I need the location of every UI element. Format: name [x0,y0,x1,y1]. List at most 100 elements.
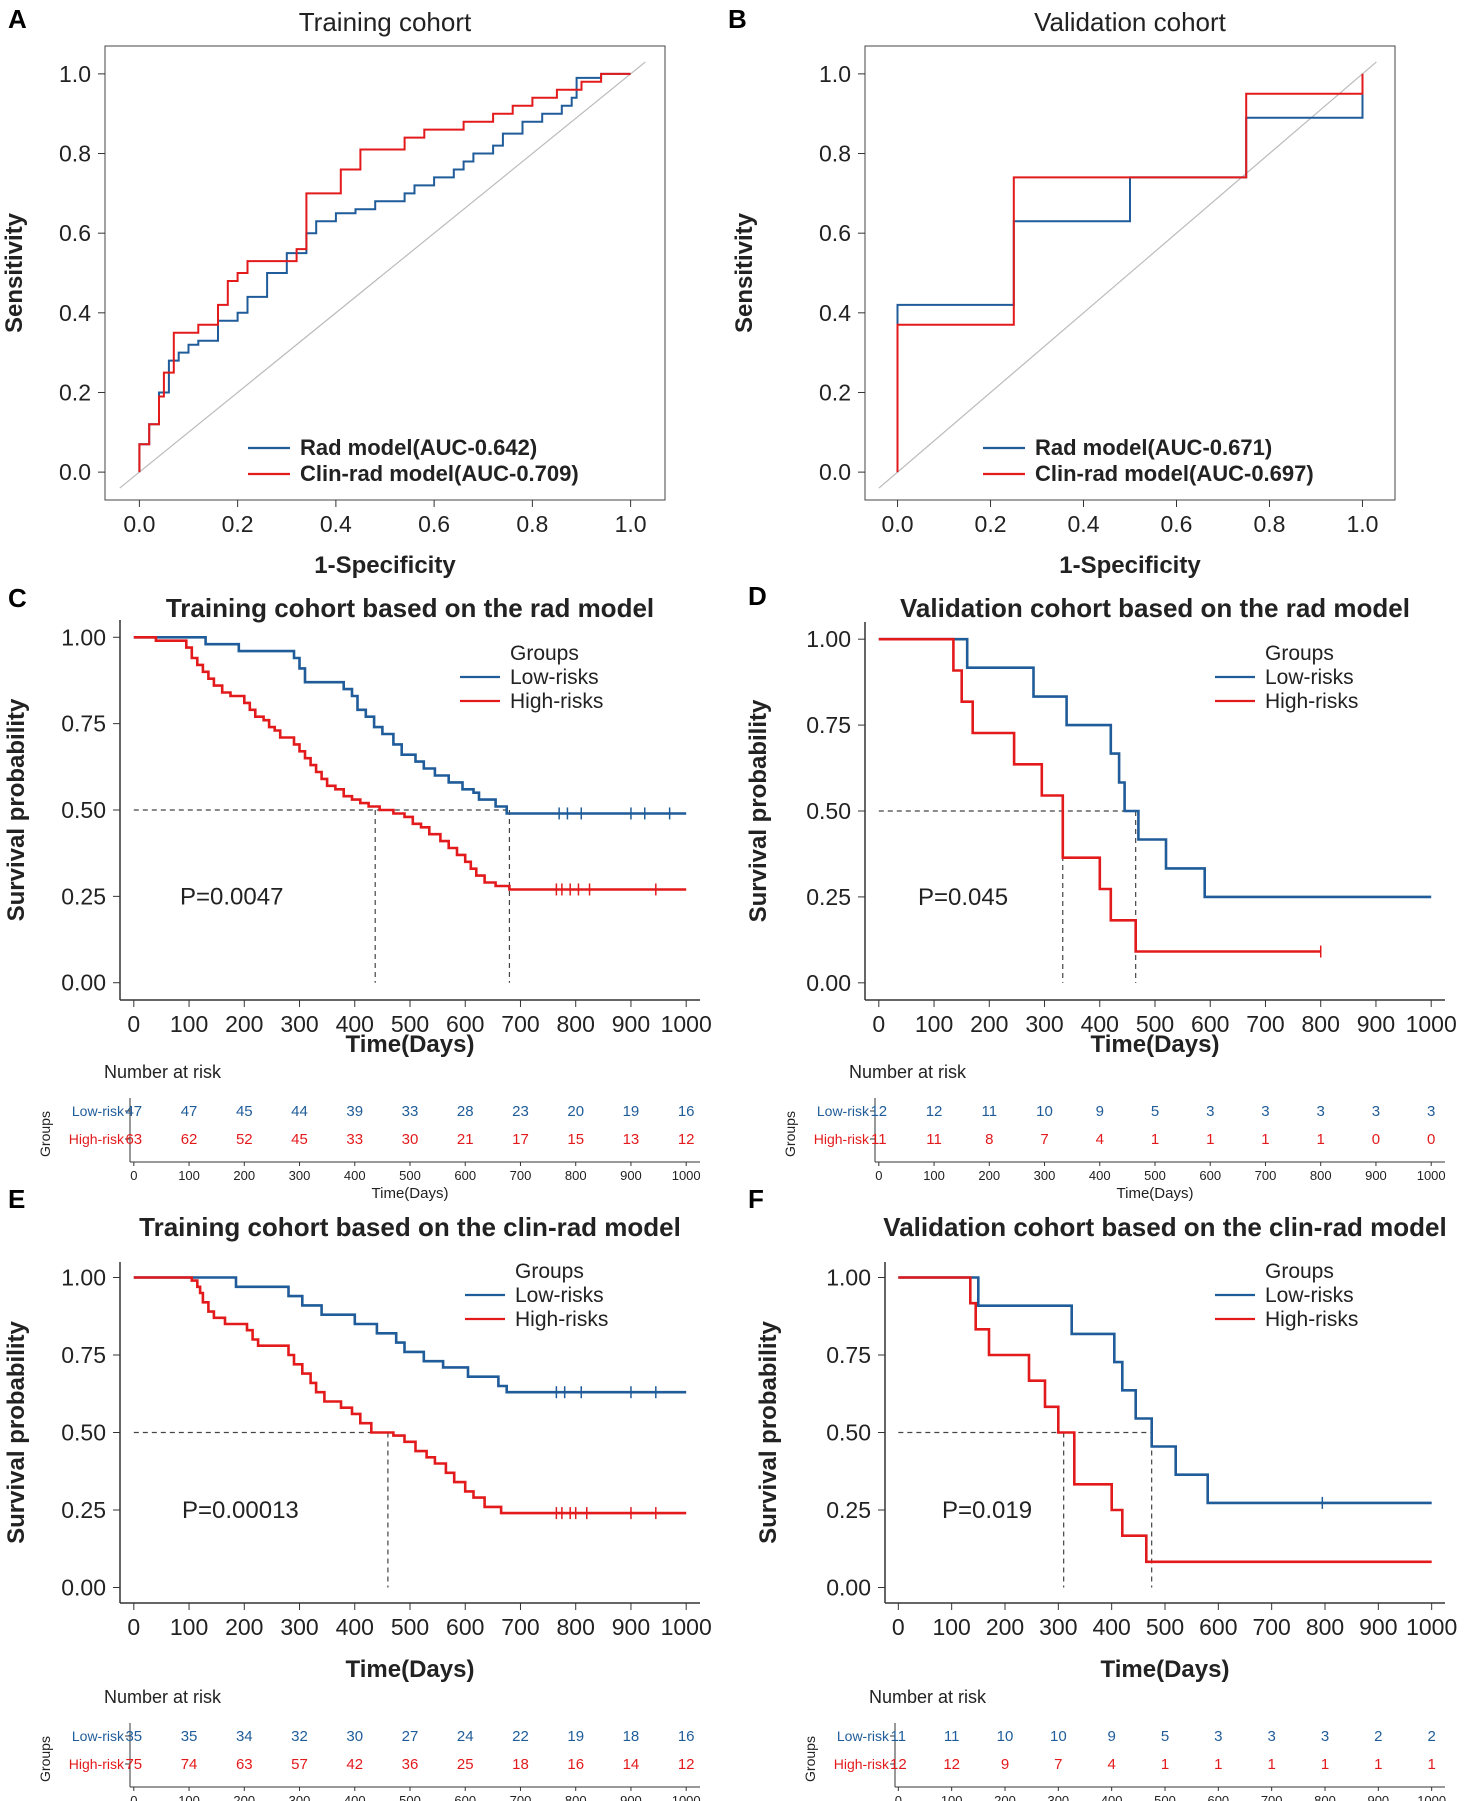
panel-label: F [748,1184,764,1214]
x-tick-label: 100 [932,1614,970,1640]
panel-label: D [748,581,767,611]
risk-row-label: High-risk [814,1131,870,1147]
x-tick-label: 1.0 [615,511,647,537]
legend-title: Groups [1265,1260,1334,1283]
legend-label: Clin-rad model(AUC-0.709) [300,461,579,486]
risk-value: 18 [623,1728,640,1745]
x-tick-label: 1000 [1406,1011,1457,1037]
risk-time-label: 100 [178,1793,200,1801]
x-axis-label: 1-Specificity [1059,552,1201,579]
y-tick-label: 1.00 [61,624,106,650]
y-tick-label: 1.00 [806,626,851,652]
series-line-low-risks [898,1276,1432,1505]
risk-value: 11 [944,1728,960,1745]
risk-value: 16 [678,1103,695,1120]
chart-title: Validation cohort [1034,7,1227,37]
risk-value: 47 [181,1103,198,1120]
panel-label: C [8,583,27,613]
risk-time-label: 600 [1199,1168,1221,1183]
y-tick-label: 0.4 [819,300,851,326]
x-tick-label: 0.6 [418,511,450,537]
risk-table-title: Number at risk [104,1687,222,1707]
x-tick-label: 500 [1136,1011,1174,1037]
risk-value: 3 [1206,1103,1214,1120]
x-tick-label: 600 [1199,1614,1237,1640]
risk-row-label: High-risk [834,1756,890,1772]
legend-label: Clin-rad model(AUC-0.697) [1035,461,1314,486]
risk-time-label: 200 [978,1168,1000,1183]
risk-table-title: Number at risk [869,1687,987,1707]
p-value: P=0.019 [942,1497,1032,1524]
series-line-clin-rad-model [138,72,631,473]
series-line-low-risks [878,637,1432,899]
y-tick-label: 0.75 [806,712,851,738]
risk-value: 3 [1427,1103,1435,1120]
risk-value: 30 [346,1728,363,1745]
x-tick-label: 600 [446,1011,484,1037]
risk-value: 12 [890,1756,907,1773]
risk-value: 52 [236,1131,253,1148]
risk-value: 62 [181,1131,198,1148]
risk-value: 18 [512,1756,529,1773]
y-tick-label: 1.00 [61,1265,106,1291]
y-tick-label: 0.8 [59,141,91,167]
y-tick-label: 1.0 [819,61,851,87]
panel-e: E Training cohort based on the clin-rad m… [3,1184,712,1801]
x-axis-label: Time(Days) [1101,1656,1230,1683]
x-tick-label: 300 [1025,1011,1063,1037]
risk-time-label: 200 [233,1168,255,1183]
y-axis-label: Survival probability [755,1320,782,1543]
x-tick-label: 900 [612,1011,650,1037]
legend-title: Groups [1265,642,1334,665]
x-tick-label: 200 [225,1011,263,1037]
risk-time-label: 300 [1034,1168,1056,1183]
risk-time-label: 1000 [1417,1793,1446,1801]
x-tick-label: 400 [1081,1011,1119,1037]
risk-time-label: 700 [510,1168,532,1183]
x-tick-label: 0 [127,1011,140,1037]
panel-label: E [8,1184,25,1214]
risk-row-label: Low-risk [72,1103,125,1119]
x-tick-label: 1.0 [1346,511,1378,537]
risk-time-label: 1000 [1417,1168,1446,1183]
x-tick-label: 0.2 [222,511,254,537]
x-tick-label: 600 [446,1614,484,1640]
chart-title: Training cohort based on the clin-rad mo… [139,1212,681,1242]
risk-value: 2 [1427,1728,1435,1745]
x-tick-label: 0.2 [975,511,1007,537]
risk-time-label: 800 [565,1793,587,1801]
chart-title: Validation cohort based on the clin-rad … [883,1212,1446,1242]
y-tick-label: 0.25 [826,1497,871,1523]
legend: Rad model(AUC-0.642)Clin-rad model(AUC-0… [248,435,579,486]
risk-value: 12 [678,1131,695,1148]
x-tick-label: 300 [280,1614,318,1640]
p-value: P=0.00013 [182,1497,299,1524]
risk-value: 12 [926,1103,943,1120]
risk-value: 23 [512,1103,529,1120]
panel-label: B [728,4,747,34]
risk-value: 57 [291,1756,308,1773]
risk-value: 4 [1096,1131,1104,1148]
legend-label: High-risks [1265,1308,1358,1331]
x-tick-label: 900 [1357,1011,1395,1037]
panel-a: A Training cohort 0.0 0.2 0.4 0.6 0.8 1.0 0.0 0.2… [1,4,666,579]
y-tick-label: 0.75 [61,711,106,737]
risk-value: 9 [1107,1728,1115,1745]
series-line-high-risks [133,1276,687,1515]
x-tick-label: 0.4 [1068,511,1100,537]
risk-value: 1 [1267,1756,1275,1773]
risk-time-label: 400 [344,1168,366,1183]
risk-value: 1 [1214,1756,1222,1773]
risk-table-groups-label: Groups [782,1111,798,1157]
risk-value: 7 [1054,1756,1062,1773]
x-tick-label: 0 [892,1614,905,1640]
risk-value: 10 [1036,1103,1053,1120]
y-tick-label: 0.00 [806,970,851,996]
risk-value: 9 [1001,1756,1009,1773]
risk-time-label: 700 [510,1793,532,1801]
risk-time-label: 400 [344,1793,366,1801]
risk-time-label: 700 [1255,1168,1277,1183]
risk-value: 30 [402,1131,419,1148]
